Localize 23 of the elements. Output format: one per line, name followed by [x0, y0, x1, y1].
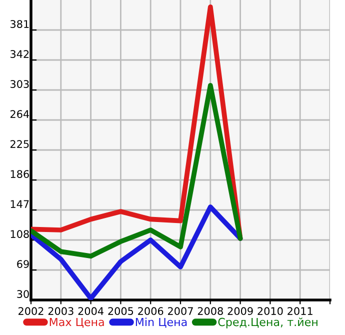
y-tick-label: 108	[10, 230, 29, 238]
x-tick-label: 2011	[288, 307, 312, 316]
legend-label: Сред.Цена, т.йен	[218, 318, 318, 328]
y-tick-label: 381	[10, 20, 29, 28]
y-tick-label: 69	[17, 260, 29, 268]
x-tick-label: 2003	[48, 307, 74, 316]
y-tick-label: 342	[10, 50, 29, 58]
y-tick-label: 303	[10, 80, 29, 88]
legend-label: Min Цена	[136, 318, 187, 328]
x-tick-label: 2002	[18, 307, 44, 316]
x-tick-label: 2006	[138, 307, 164, 316]
y-tick-label: 147	[10, 200, 29, 208]
y-tick-label: 186	[10, 170, 29, 178]
x-tick-label: 2008	[198, 307, 223, 316]
x-tick-label: 2010	[258, 307, 283, 316]
legend-label: Max Цена	[50, 318, 104, 328]
x-tick-label: 2004	[78, 307, 104, 316]
y-tick-label: 264	[10, 110, 30, 118]
x-tick-label: 2007	[168, 307, 193, 316]
x-tick-label: 2009	[228, 307, 253, 316]
y-tick-label: 30	[17, 290, 29, 298]
x-tick-label: 2005	[108, 307, 134, 316]
y-tick-label: 225	[10, 140, 29, 148]
